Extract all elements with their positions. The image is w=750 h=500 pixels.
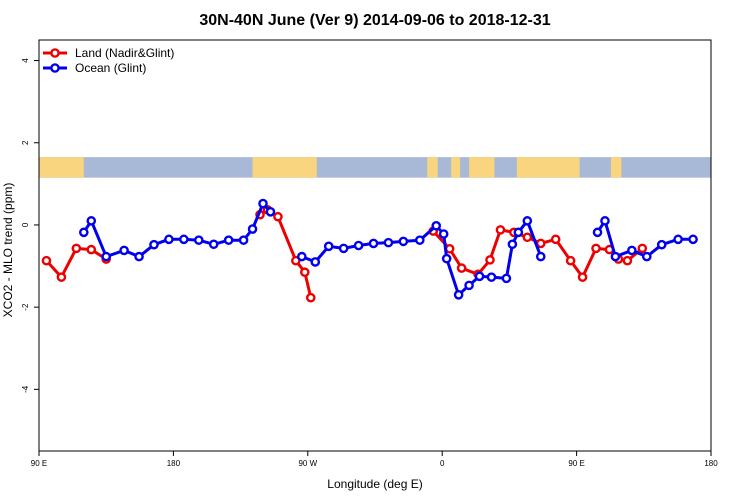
data-point: [258, 198, 268, 209]
data-point: [592, 227, 603, 238]
data-point: [119, 245, 129, 256]
data-point: [565, 255, 576, 266]
x-tick-label: 90 E: [568, 459, 584, 468]
data-point: [398, 236, 409, 247]
data-point: [627, 245, 637, 256]
data-point: [622, 255, 633, 266]
data-point: [297, 251, 307, 262]
y-tick-label: 0: [21, 222, 30, 227]
data-point: [41, 255, 52, 266]
data-point: [273, 211, 283, 222]
x-tick-label: 180: [704, 459, 718, 468]
data-point: [265, 206, 276, 217]
series-1: [79, 198, 698, 300]
data-point: [383, 237, 394, 248]
data-point: [71, 243, 82, 254]
map-land-asia: [39, 157, 84, 178]
data-point: [310, 257, 321, 267]
data-point: [485, 255, 495, 265]
map-ocean: [39, 157, 711, 178]
legend-item: Land (Nadir&Glint): [43, 46, 174, 60]
data-point: [431, 220, 442, 231]
legend-item: Ocean (Glint): [43, 61, 146, 75]
data-point: [338, 243, 349, 254]
map-land-japan: [610, 157, 622, 178]
data-point: [164, 234, 174, 245]
data-point: [464, 280, 474, 291]
legend-label: Land (Nadir&Glint): [75, 46, 174, 60]
data-point: [522, 232, 533, 243]
data-point: [300, 267, 310, 278]
data-point: [56, 272, 67, 282]
data-point: [600, 216, 610, 226]
x-tick-label: 90 E: [31, 459, 47, 468]
data-point: [535, 251, 546, 262]
x-tick-label: 0: [440, 459, 445, 468]
y-tick-label: 4: [21, 58, 30, 63]
data-point: [179, 234, 189, 245]
data-point: [323, 241, 334, 252]
data-point: [208, 239, 219, 250]
data-point: [577, 272, 588, 282]
world-map-strip: [39, 157, 711, 178]
plot-frame: [38, 39, 712, 452]
map-land-north-africa: [451, 157, 461, 178]
data-point: [79, 227, 89, 238]
data-point: [101, 251, 111, 262]
data-point: [238, 235, 249, 245]
x-tick-label: 90 W: [298, 459, 317, 468]
data-point: [247, 224, 258, 234]
data-point: [688, 234, 698, 245]
legend: Land (Nadir&Glint)Ocean (Glint): [43, 46, 174, 75]
x-axis-label: Longitude (deg E): [327, 477, 422, 491]
data-point: [673, 234, 683, 245]
data-point: [641, 251, 652, 262]
map-land-iberia: [427, 157, 438, 178]
data-point: [610, 251, 621, 262]
y-tick-label: -4: [21, 385, 30, 393]
data-point: [414, 235, 425, 245]
y-tick-label: -2: [21, 303, 30, 311]
data-point: [550, 234, 561, 245]
series-layer: [41, 198, 698, 303]
data-point: [223, 235, 234, 245]
data-point: [522, 216, 533, 226]
data-point: [637, 243, 648, 254]
data-point: [86, 244, 97, 255]
x-axis: 90 E 180 90 W 0 90 E 180: [31, 451, 718, 468]
data-point: [441, 253, 452, 264]
data-point: [86, 216, 97, 226]
data-point: [193, 235, 204, 245]
legend-swatch-marker: [50, 63, 60, 73]
data-point: [134, 251, 144, 262]
map-land-north-america: [252, 157, 317, 178]
legend-swatch-marker: [50, 48, 60, 58]
y-axis: -4 -2 0 2 4: [21, 58, 39, 393]
data-point: [305, 292, 316, 303]
series-line: [82, 202, 272, 259]
data-point: [501, 273, 512, 284]
map-land-middle-east: [469, 157, 495, 178]
data-point: [353, 240, 364, 251]
legend-label: Ocean (Glint): [75, 61, 146, 75]
data-point: [507, 239, 518, 250]
data-point: [438, 229, 449, 239]
data-point: [456, 263, 467, 273]
data-point: [453, 290, 464, 300]
data-point: [149, 239, 159, 250]
data-point: [495, 225, 506, 235]
data-point: [368, 238, 379, 249]
map-land-asia: [516, 157, 580, 178]
chart-title: 30N-40N June (Ver 9) 2014-09-06 to 2018-…: [199, 12, 550, 29]
data-point: [591, 243, 601, 254]
y-axis-label: XCO2 - MLO trend (ppm): [1, 183, 15, 318]
y-tick-label: 2: [21, 140, 30, 145]
data-point: [513, 227, 524, 238]
data-point: [656, 239, 667, 250]
data-point: [474, 271, 485, 282]
x-tick-label: 180: [167, 459, 181, 468]
data-point: [486, 272, 497, 282]
